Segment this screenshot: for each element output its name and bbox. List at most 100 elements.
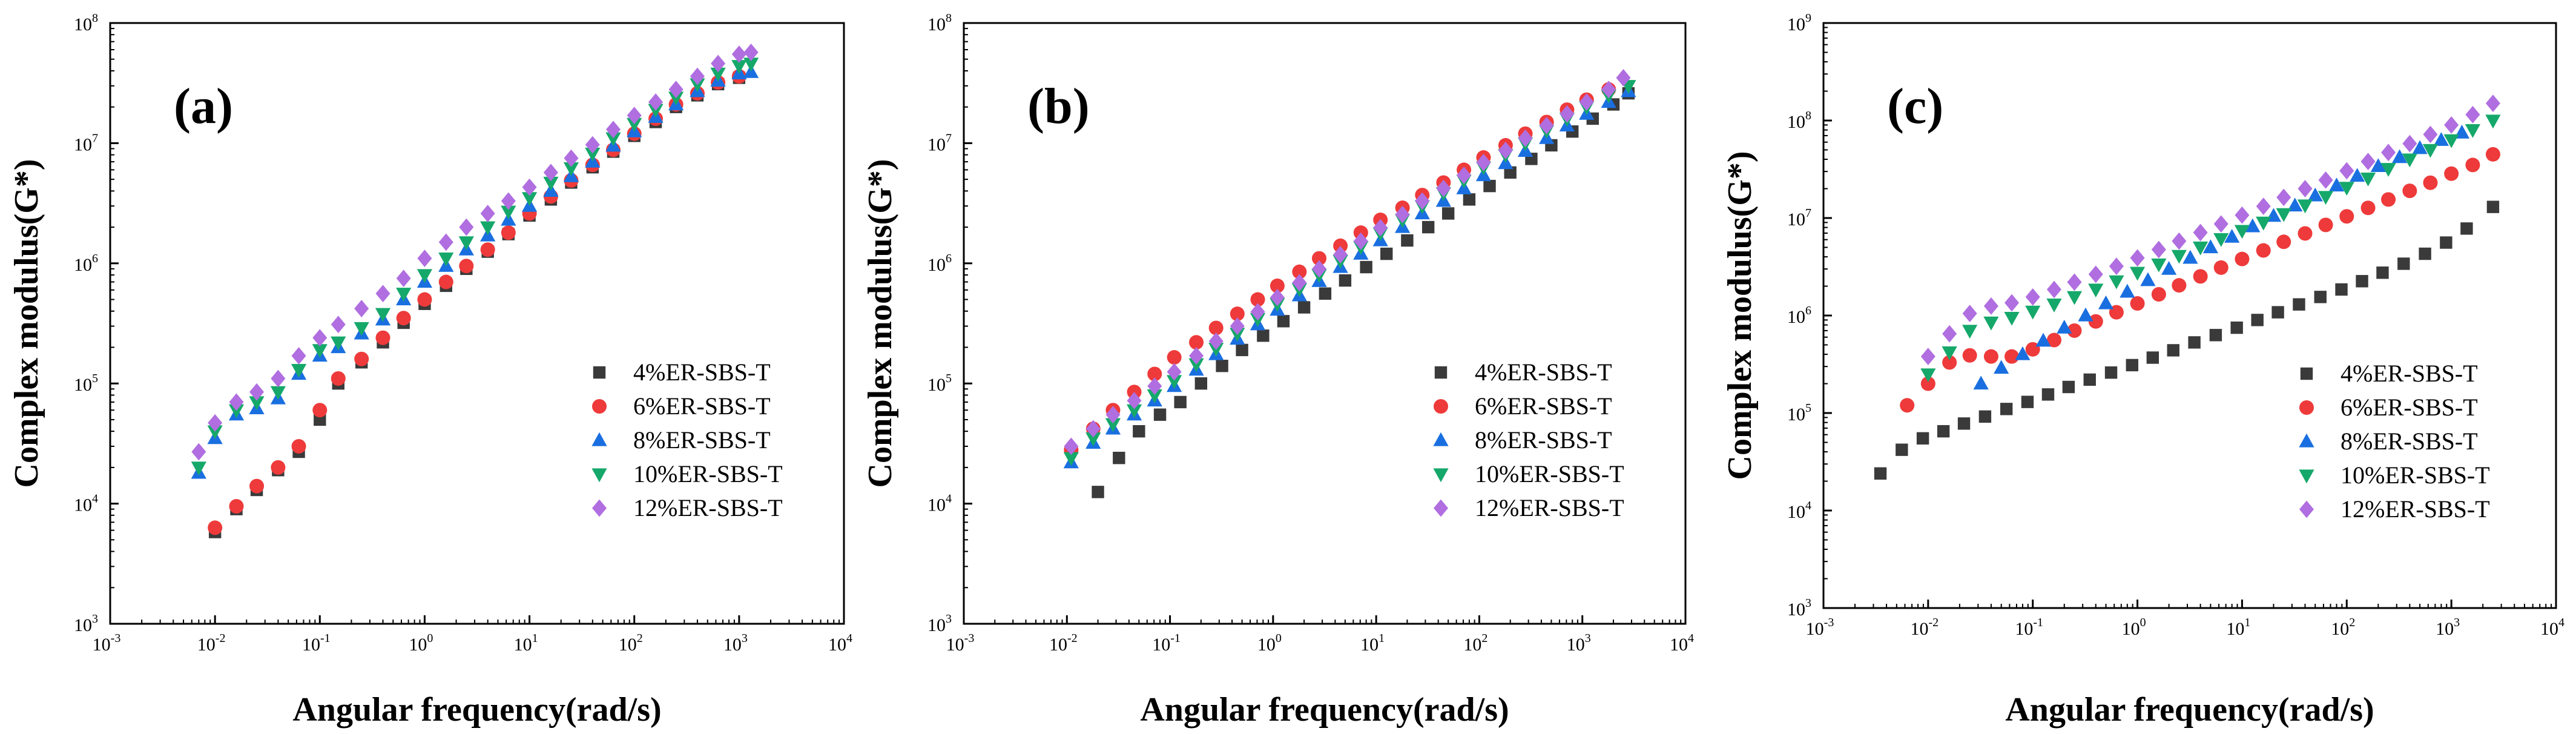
data-point (1476, 153, 1491, 171)
data-point (249, 396, 265, 411)
data-point (2339, 209, 2354, 224)
data-point (2423, 175, 2438, 190)
data-point (1380, 247, 1393, 260)
data-point (1457, 167, 1472, 184)
series-12%ER-SBS-T (1920, 94, 2500, 366)
x-tick-label: 10-2 (197, 632, 226, 655)
legend-marker (1434, 366, 1448, 379)
y-tick-label: 103 (1787, 597, 1811, 620)
data-point (2046, 299, 2062, 312)
data-point (417, 269, 433, 283)
legend-entry: 4%ER-SBS-T (633, 359, 771, 386)
data-point (1312, 251, 1327, 266)
data-point (2025, 305, 2041, 320)
series-12%ER-SBS-T (191, 44, 759, 461)
data-point (2171, 250, 2187, 264)
plot-frame (109, 22, 845, 625)
data-point (2129, 266, 2146, 281)
data-point (2486, 200, 2500, 213)
data-point (2339, 162, 2354, 180)
legend-entry: 10%ER-SBS-T (1475, 460, 1624, 488)
data-point (627, 117, 642, 132)
data-point (480, 242, 495, 257)
data-point (522, 178, 537, 196)
series-12%ER-SBS-T (1064, 69, 1631, 455)
data-point (2015, 346, 2031, 360)
data-point (2235, 206, 2250, 224)
data-point (2485, 94, 2500, 113)
data-point (228, 404, 245, 418)
legend-marker (592, 499, 607, 517)
x-tick-label: 100 (2122, 616, 2146, 639)
data-point (1436, 179, 1451, 197)
data-point (648, 104, 664, 118)
data-point (2130, 249, 2145, 267)
data-point (2256, 216, 2271, 231)
data-point (2328, 177, 2345, 192)
data-point (1257, 329, 1270, 342)
data-point (480, 221, 496, 236)
data-point (438, 274, 453, 289)
data-point (1920, 368, 1936, 383)
data-point (1297, 301, 1311, 314)
data-point (2318, 191, 2334, 205)
data-point (1188, 358, 1204, 372)
data-point (2381, 144, 2396, 162)
data-point (1250, 292, 1265, 307)
y-tick-label: 106 (1787, 304, 1811, 327)
data-point (1216, 360, 1228, 372)
data-point (711, 55, 726, 73)
x-tick-label: 10-1 (1152, 632, 1181, 655)
data-point (2078, 307, 2093, 322)
data-point (1194, 377, 1208, 390)
data-point (331, 336, 346, 351)
legend-marker (591, 432, 607, 446)
x-tick-label: 102 (2331, 616, 2355, 639)
data-point (417, 250, 432, 267)
legend-marker (592, 399, 607, 414)
y-tick-label: 108 (927, 12, 952, 35)
data-point (2066, 291, 2083, 305)
y-tick-label: 103 (927, 612, 952, 635)
data-point (1916, 432, 1929, 445)
data-point (627, 107, 642, 125)
data-point (458, 236, 474, 251)
data-point (1085, 420, 1101, 438)
data-point (2109, 275, 2124, 289)
x-axis-title: Angular frequency(rad/s) (2005, 691, 2374, 729)
data-point (2067, 273, 2082, 291)
legend-entry: 10%ER-SBS-T (2340, 461, 2490, 489)
data-point (2083, 373, 2096, 386)
x-tick-label: 104 (1670, 632, 1694, 655)
x-tick-label: 100 (1257, 632, 1282, 655)
x-tick-label: 103 (723, 632, 748, 655)
data-point (2422, 144, 2439, 158)
data-point (1937, 425, 1950, 438)
data-point (2251, 314, 2264, 326)
y-tick-label: 106 (74, 252, 98, 275)
data-point (1518, 129, 1533, 147)
data-point (375, 285, 390, 303)
data-point (501, 205, 516, 220)
data-point (1900, 398, 1915, 413)
data-point (1962, 305, 1977, 322)
data-point (2046, 280, 2061, 299)
data-point (2230, 321, 2243, 334)
data-point (1395, 205, 1410, 223)
data-point (2062, 380, 2075, 394)
data-point (2360, 172, 2376, 187)
series-10%ER-SBS-T (1920, 114, 2501, 383)
data-point (2120, 283, 2135, 298)
data-point (438, 233, 453, 251)
legend-entry: 10%ER-SBS-T (633, 460, 783, 488)
data-point (1113, 451, 1125, 465)
data-point (271, 369, 286, 388)
data-point (1978, 410, 1992, 423)
legend-marker (2299, 469, 2314, 484)
data-point (2465, 105, 2480, 124)
data-point (1957, 417, 1971, 430)
series-6%ER-SBS-T (208, 69, 746, 535)
panel-label: (b) (1027, 78, 1090, 134)
x-tick-label: 103 (1567, 632, 1591, 655)
